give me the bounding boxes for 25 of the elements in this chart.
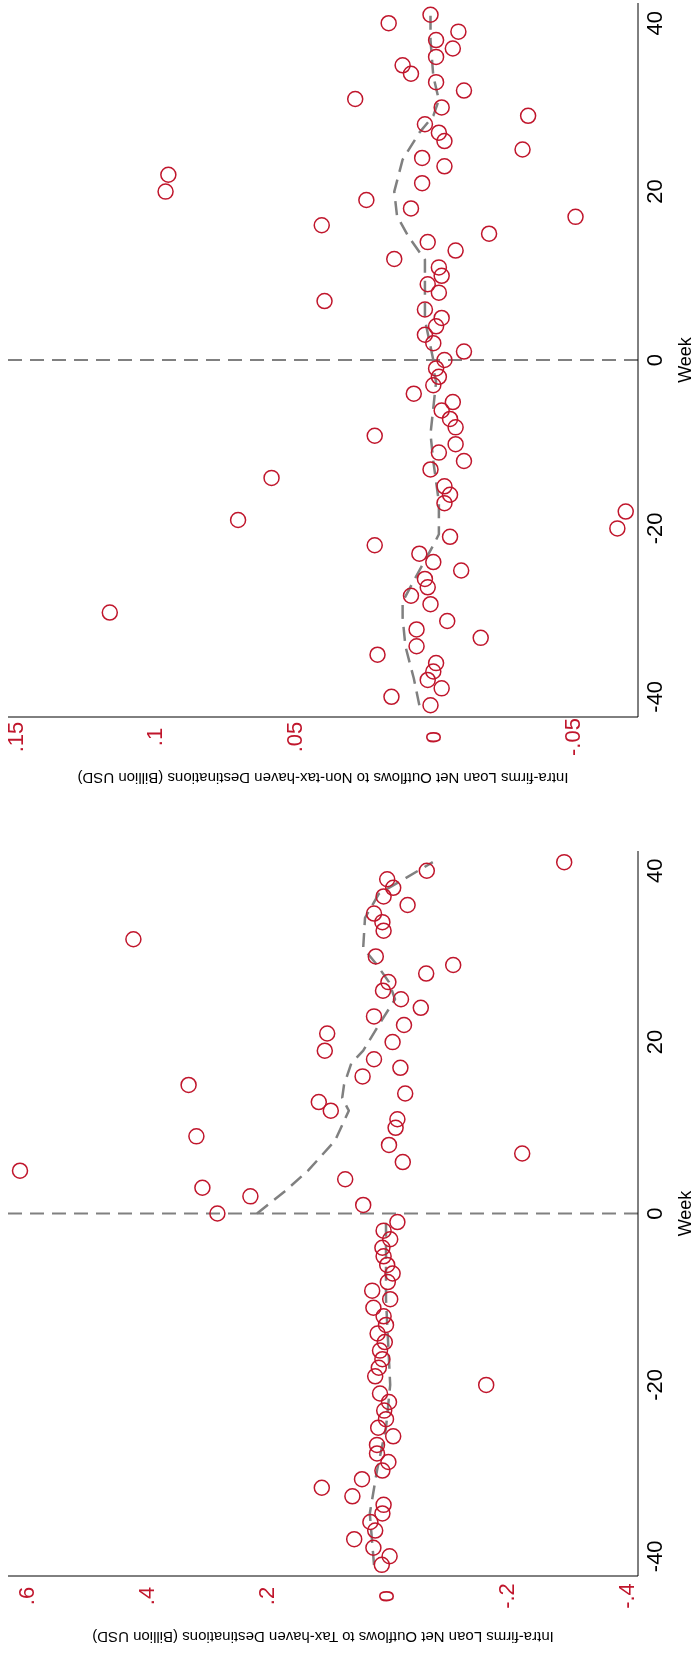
x-tick-label: .15	[2, 721, 28, 753]
x-axis-title: Intra-firms Loan Net Outflows to Tax-haven Destinations (Billion USD)	[92, 1628, 554, 1646]
y-axis-title: Week	[675, 336, 696, 383]
x-tick-label: .4	[133, 1586, 159, 1606]
y-tick-label: 0	[641, 353, 667, 367]
x-tick-label: -.4	[613, 1583, 639, 1609]
y-axis-title: Week	[675, 1189, 696, 1237]
y-tick-label: 40	[641, 858, 667, 883]
x-axis-title: Intra-firms Loan Net Outflows to Non-tax-haven Destinations (Billion USD)	[77, 769, 569, 787]
y-tick-label: 20	[641, 179, 667, 204]
x-tick-label: -.05	[560, 718, 586, 756]
y-tick-label: -40	[641, 680, 667, 713]
x-tick-label: .05	[281, 721, 307, 753]
x-tick-label: 0	[421, 730, 446, 744]
x-tick-label: -.2	[493, 1583, 519, 1609]
y-tick-label: 40	[641, 10, 667, 36]
y-tick-label: 20	[641, 1029, 667, 1055]
y-tick-label: -20	[641, 512, 667, 545]
x-tick-label: .2	[253, 1586, 279, 1606]
y-tick-label: -40	[641, 1540, 667, 1573]
x-tick-label: .1	[142, 727, 168, 747]
x-tick-label: 0	[373, 1589, 399, 1603]
x-tick-label: .6	[13, 1586, 39, 1606]
y-tick-label: 0	[641, 1207, 667, 1220]
y-tick-label: -20	[641, 1369, 667, 1401]
